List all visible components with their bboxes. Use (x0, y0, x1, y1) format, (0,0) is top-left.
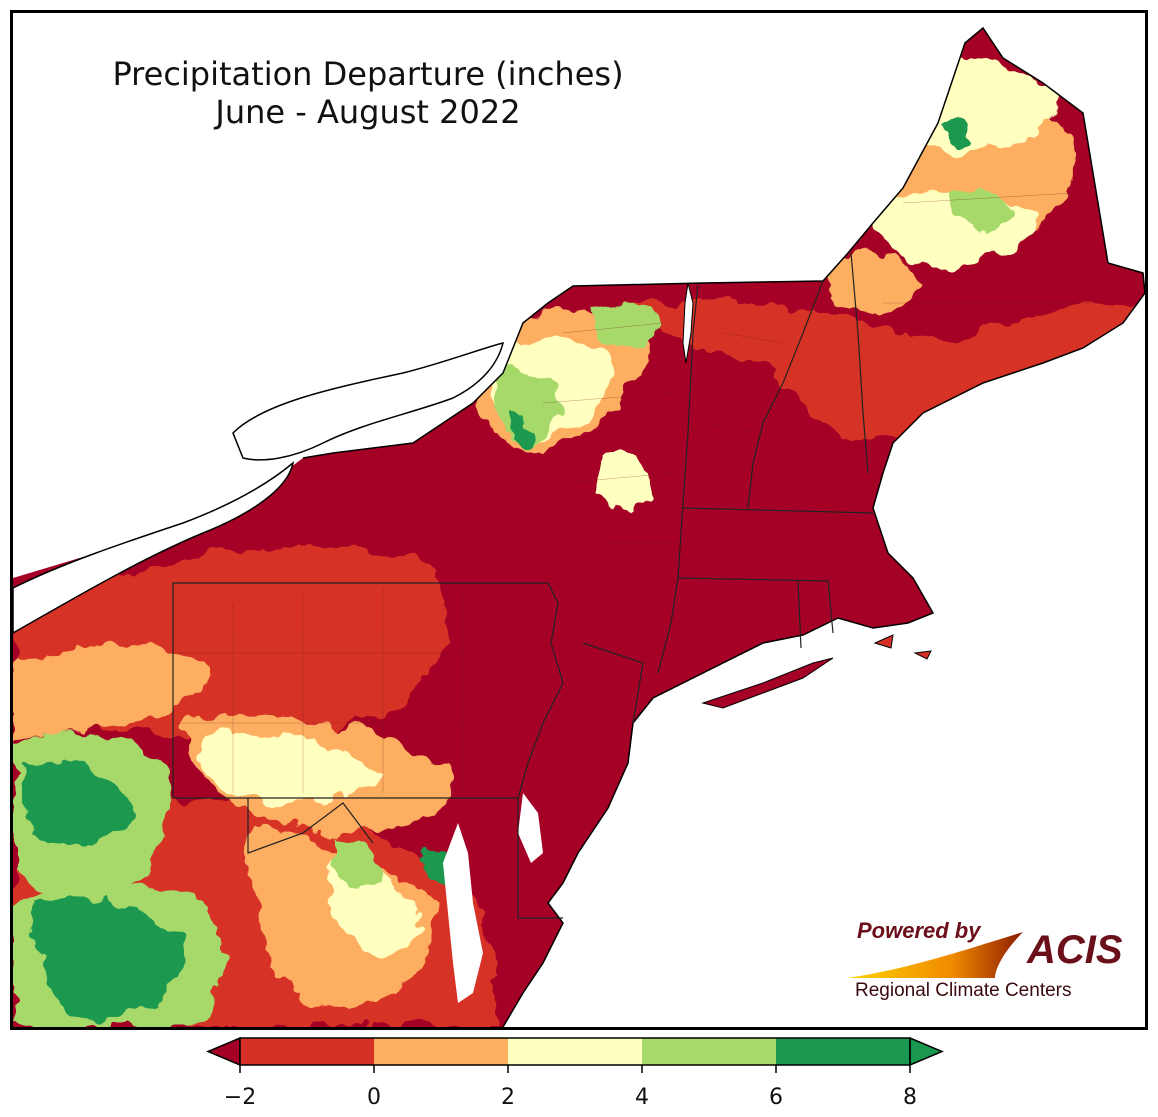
map-subtitle: June - August 2022 (215, 93, 521, 131)
legend-over-arrow (909, 1036, 944, 1067)
legend-tick-label: 8 (903, 1085, 917, 1110)
legend-bin-4 (776, 1038, 910, 1065)
legend-bin-3 (642, 1038, 776, 1065)
legend-colorbar (206, 1036, 944, 1073)
legend-tick-label: 0 (367, 1085, 381, 1110)
acis-swoosh-icon (847, 932, 1023, 978)
acis-logo: Powered by ACIS Regional Climate Centers (845, 918, 1135, 1013)
legend-tick-label: −2 (223, 1085, 257, 1110)
logo-org: Regional Climate Centers (855, 980, 1072, 1001)
legend-under-arrow (206, 1036, 241, 1067)
logo-brand: ACIS (1027, 928, 1123, 972)
long-island (701, 657, 834, 709)
legend-outline (239, 1037, 911, 1066)
precipitation-departure-map (13, 13, 1145, 1027)
legend-tick-label: 6 (769, 1085, 783, 1110)
legend-tick-label: 4 (635, 1085, 649, 1110)
state-boundaries (172, 252, 874, 919)
map-frame: Precipitation Departure (inches) June - … (10, 10, 1148, 1030)
lake-erie (13, 461, 295, 634)
nantucket (913, 650, 932, 660)
legend-tick-label: 2 (501, 1085, 515, 1110)
legend-bin-0 (240, 1038, 374, 1065)
map-title: Precipitation Departure (inches) (112, 55, 624, 93)
legend-bin-1 (374, 1038, 508, 1065)
logo-powered-by: Powered by (857, 918, 981, 943)
marthas-vineyard (873, 634, 894, 649)
legend-bin-2 (508, 1038, 642, 1065)
lake-champlain (682, 282, 694, 364)
lake-ontario (232, 341, 505, 461)
